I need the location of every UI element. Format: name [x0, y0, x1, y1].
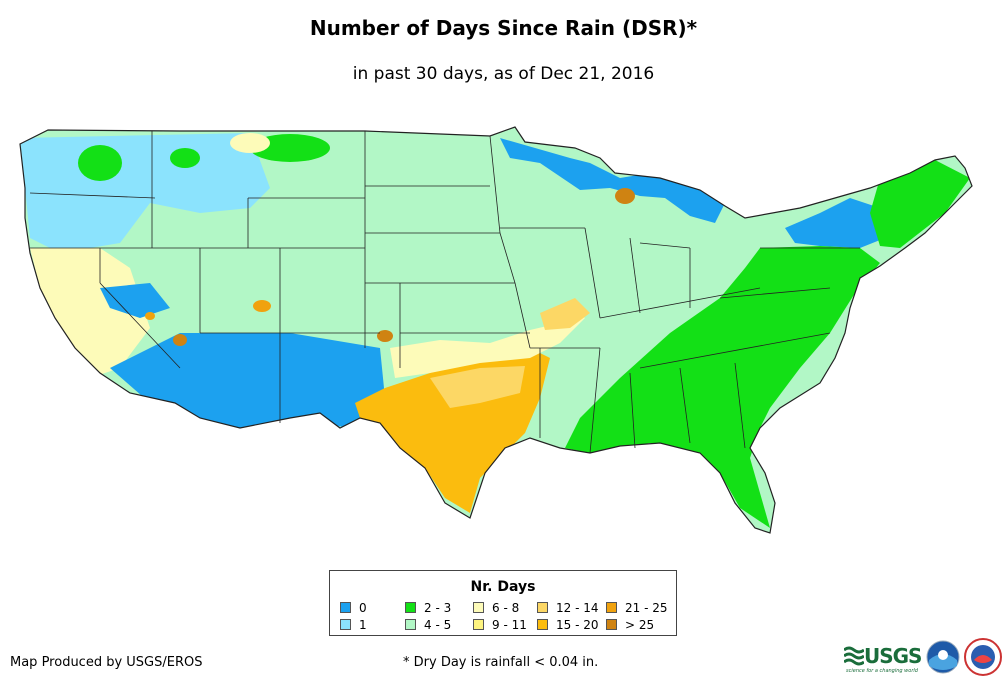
legend-item-0: 0: [340, 601, 367, 615]
usgs-wave-icon: [844, 646, 864, 666]
legend-swatch: [473, 619, 484, 630]
us-outline: [19, 126, 973, 534]
legend-title: Nr. Days: [470, 579, 536, 595]
legend-swatch: [405, 619, 416, 630]
map-credit: Map Produced by USGS/EROS: [10, 655, 203, 670]
legend-item-4: 6 - 8: [473, 601, 519, 615]
legend-label: 1: [359, 618, 367, 632]
legend-label: 6 - 8: [492, 601, 520, 615]
legend-item-3: 4 - 5: [405, 618, 451, 632]
legend-item-2: 2 - 3: [405, 601, 451, 615]
legend-item-9: > 25: [606, 618, 654, 632]
usgs-logo-text: USGS: [864, 644, 922, 668]
map-footnote: * Dry Day is rainfall < 0.04 in.: [403, 655, 599, 670]
legend-item-5: 9 - 11: [473, 618, 527, 632]
legend-label: 2 - 3: [424, 601, 452, 615]
legend-item-6: 12 - 14: [537, 601, 599, 615]
legend-item-8: 21 - 25: [606, 601, 668, 615]
usgs-logo-tagline: science for a changing world: [846, 668, 918, 674]
state-boundaries: [29, 131, 860, 454]
legend-label: 9 - 11: [492, 618, 527, 632]
legend-swatch: [340, 619, 351, 630]
legend-label: 15 - 20: [556, 618, 599, 632]
legend-swatch: [606, 602, 617, 613]
legend-swatch: [537, 602, 548, 613]
map-title: Number of Days Since Rain (DSR)*: [309, 16, 698, 40]
nws-logo-icon: [964, 638, 1002, 676]
legend-swatch: [606, 619, 617, 630]
us-dsr-map: [19, 126, 973, 534]
legend-swatch: [340, 602, 351, 613]
legend: Nr. Days 0 1 2 - 3 4 - 5 6 - 8 9 - 11 12…: [329, 570, 677, 636]
noaa-logo-icon: [926, 640, 960, 674]
agency-logos: USGS science for a changing world: [844, 638, 1004, 678]
legend-swatch: [537, 619, 548, 630]
legend-label: > 25: [625, 618, 655, 632]
legend-item-7: 15 - 20: [537, 618, 599, 632]
legend-item-1: 1: [340, 618, 367, 632]
legend-label: 21 - 25: [625, 601, 668, 615]
legend-label: 12 - 14: [556, 601, 599, 615]
legend-swatch: [405, 602, 416, 613]
legend-label: 4 - 5: [424, 618, 452, 632]
legend-label: 0: [359, 601, 367, 615]
legend-swatch: [473, 602, 484, 613]
map-subtitle: in past 30 days, as of Dec 21, 2016: [352, 64, 655, 84]
